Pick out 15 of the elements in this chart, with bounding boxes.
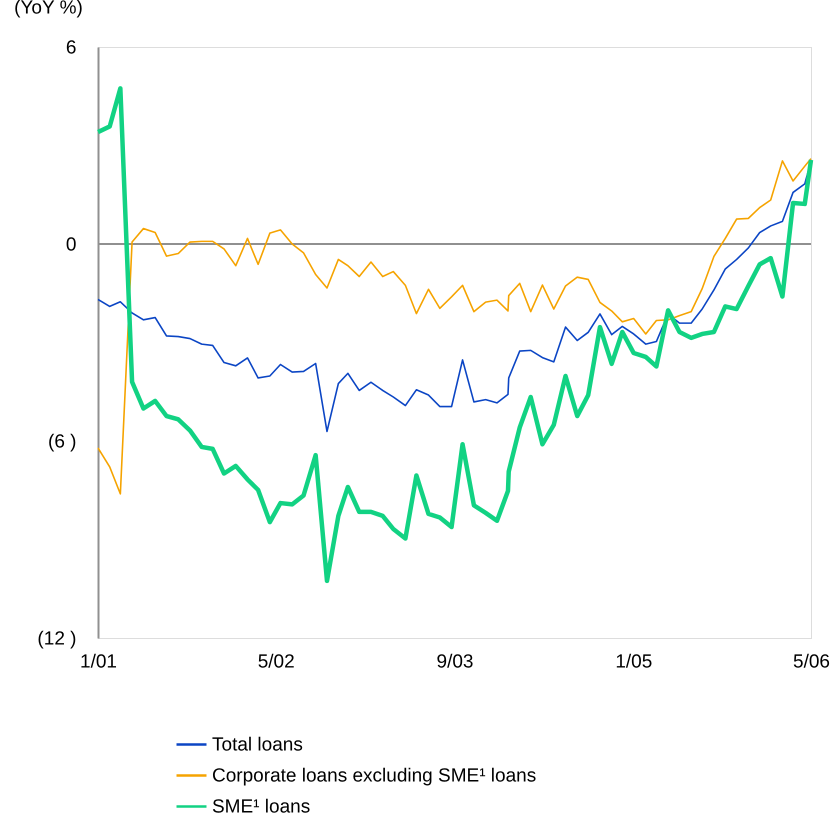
legend-label: Corporate loans excluding SME¹ loans <box>212 766 536 786</box>
y-tick-label: (12 ) <box>37 628 76 650</box>
line-series <box>97 158 812 495</box>
x-tick-label: 5/06 <box>793 652 830 672</box>
y-tick-label: 6 <box>66 38 76 58</box>
x-tick-label: 1/01 <box>80 652 117 672</box>
x-tick-label: 1/05 <box>615 652 652 672</box>
legend-label: SME¹ loans <box>212 796 310 818</box>
x-tick-label: 5/02 <box>258 652 295 672</box>
y-tick-label: 0 <box>66 234 76 256</box>
y-axis-title: (YoY %) <box>14 0 83 18</box>
line-series <box>96 86 814 584</box>
legend-label: Total loans <box>212 734 303 756</box>
x-tick-label: 9/03 <box>436 652 474 672</box>
y-tick-label: (6 ) <box>48 432 76 452</box>
